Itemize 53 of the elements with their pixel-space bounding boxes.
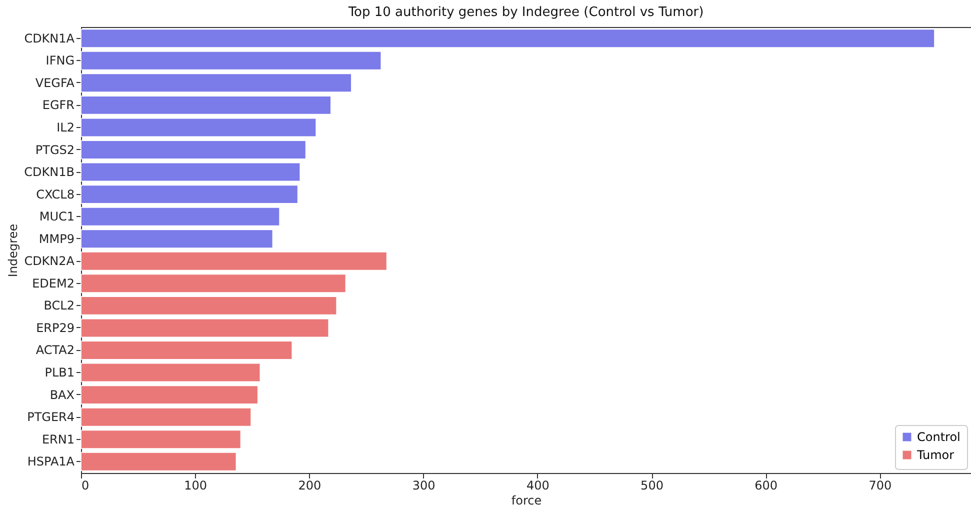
x-tick-label: 200: [298, 478, 322, 492]
x-tick-label: 600: [754, 478, 778, 492]
bar: [80, 318, 330, 338]
bar: [80, 274, 346, 293]
bar: [80, 252, 388, 271]
y-tick-label: IFNG: [46, 54, 74, 68]
y-tick-label: MUC1: [39, 210, 74, 224]
x-axis-title: force: [511, 494, 542, 508]
bar: [80, 184, 298, 204]
y-tick-label: CDKN1A: [24, 31, 76, 46]
bar: [80, 430, 242, 449]
x-tick-label: 400: [526, 478, 550, 492]
y-tick-label: EGFR: [42, 98, 74, 112]
y-tick-label: PTGER4: [27, 410, 74, 424]
y-tick-label: BAX: [50, 388, 74, 402]
y-tick-label: BCL2: [44, 298, 74, 313]
bar: [80, 73, 352, 92]
bar: [80, 162, 300, 182]
bar: [80, 229, 274, 248]
x-tick-label: 0: [82, 478, 90, 492]
y-tick-label: CXCL8: [36, 187, 74, 202]
y-tick-label: ACTA2: [36, 343, 74, 358]
bar: [80, 385, 258, 404]
y-tick-label: HSPA1A: [27, 454, 76, 469]
y-tick-label: IL2: [56, 120, 74, 134]
y-axis-title: Indegree: [6, 224, 20, 278]
x-tick-label: 700: [868, 478, 892, 492]
bar: [80, 340, 292, 360]
y-tick-label: EDEM2: [32, 276, 74, 290]
y-tick-label: CDKN2A: [24, 254, 76, 268]
bar: [80, 296, 337, 316]
y-tick-label: CDKN1B: [24, 165, 74, 180]
bar: [80, 207, 280, 226]
chart-title: Top 10 authority genes by Indegree (Control vs Tumor): [347, 5, 704, 20]
x-tick-label: 500: [640, 478, 664, 492]
y-tick-label: MMP9: [38, 232, 74, 246]
bar: [80, 140, 306, 160]
bar: [80, 408, 252, 427]
x-tick-label: 100: [184, 478, 208, 492]
bar: [80, 362, 261, 382]
bar: [80, 28, 935, 48]
bar: [80, 51, 382, 70]
y-tick-label: PLB1: [44, 366, 74, 380]
y-tick-label: VEGFA: [35, 76, 76, 90]
bar: [80, 118, 316, 138]
legend-label: Tumor: [916, 448, 954, 462]
y-tick-label: ERP29: [36, 320, 74, 335]
y-tick-label: ERN1: [42, 432, 74, 446]
bar: [80, 452, 237, 472]
y-tick-label: PTGS2: [35, 142, 74, 157]
bar: [80, 96, 332, 115]
x-tick-label: 300: [412, 478, 436, 492]
legend-label: Control: [917, 430, 960, 444]
